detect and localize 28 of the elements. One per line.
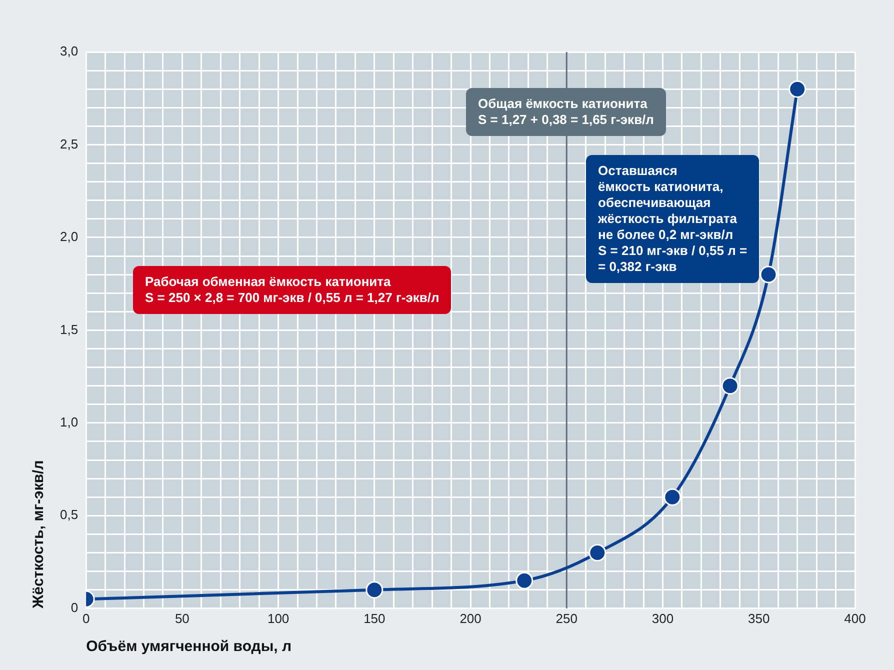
x-tick-label: 300: [652, 610, 674, 626]
x-tick-label: 50: [174, 610, 190, 626]
annotation: Рабочая обменная ёмкость катионита S = 250 × 2,8 = 700 мг-экв / 0,55 л = 1,27 г-экв/л: [133, 266, 452, 314]
x-tick-label: 150: [364, 610, 386, 626]
point: [721, 377, 739, 395]
point: [760, 266, 778, 284]
y-tick-label: 2,5: [60, 136, 78, 152]
point: [366, 581, 384, 599]
y-tick-label: 1,5: [60, 322, 78, 337]
y-tick-label: 0,5: [60, 507, 78, 522]
x-tick-label: 350: [748, 610, 770, 626]
y-tick-label: 3,0: [60, 44, 78, 59]
point: [516, 572, 534, 590]
x-tick-label: 0: [82, 610, 90, 626]
y-tick-label: 1,0: [60, 414, 78, 430]
annotation: Общая ёмкость катионита S = 1,27 + 0,38 = 1,65 г-экв/л: [466, 88, 666, 136]
x-tick-label: 200: [460, 610, 482, 626]
x-axis-title: Объём умягченной воды, л: [86, 638, 292, 656]
point: [788, 80, 806, 98]
x-tick-label: 100: [267, 610, 290, 626]
annotation: Оставшаяся ёмкость катионита, обеспечивающая жёсткость фильтрата не более 0,2 мг-экв/л S = 210 мг-экв / 0,55 л = = 0,382 г-экв: [586, 155, 760, 283]
x-tick-label: 250: [556, 610, 578, 626]
x-tick-label: 400: [844, 610, 866, 626]
y-tick-label: 2,0: [60, 229, 78, 244]
point: [664, 488, 682, 506]
y-axis-title: Жёсткость, мг-экв/л: [30, 460, 48, 610]
y-tick-label: 0: [70, 600, 78, 615]
point: [588, 544, 606, 562]
